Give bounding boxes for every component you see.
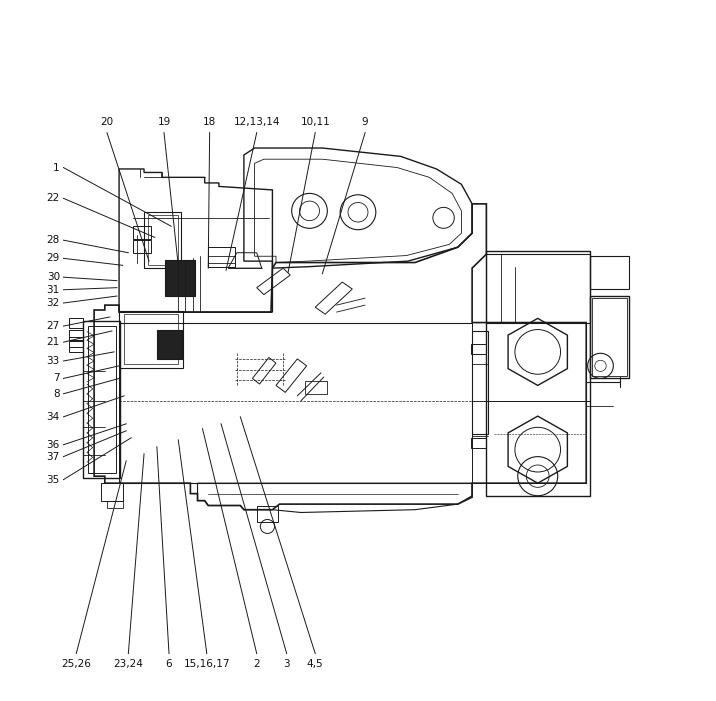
- Bar: [470, 343, 486, 354]
- Text: 18: 18: [203, 117, 216, 127]
- Text: 36: 36: [47, 440, 60, 450]
- Bar: [590, 256, 629, 289]
- Bar: [69, 329, 83, 340]
- Text: 32: 32: [47, 298, 60, 308]
- Text: 29: 29: [47, 253, 60, 264]
- Bar: [486, 252, 590, 496]
- Bar: [165, 260, 195, 296]
- Text: 22: 22: [47, 193, 60, 203]
- Text: 7: 7: [53, 374, 60, 383]
- Bar: [119, 311, 183, 368]
- Text: 28: 28: [47, 235, 60, 245]
- Text: 21: 21: [47, 337, 60, 347]
- Text: 6: 6: [165, 659, 173, 669]
- Text: 25,26: 25,26: [62, 659, 91, 669]
- Text: 31: 31: [47, 285, 60, 294]
- Bar: [147, 215, 178, 265]
- Text: 34: 34: [47, 411, 60, 422]
- Bar: [470, 438, 486, 448]
- Bar: [107, 501, 122, 508]
- Bar: [69, 318, 83, 328]
- Bar: [157, 329, 182, 359]
- Text: 15,16,17: 15,16,17: [183, 659, 230, 669]
- Text: 37: 37: [47, 451, 60, 462]
- Text: 19: 19: [158, 117, 170, 127]
- Bar: [590, 296, 629, 379]
- Text: 8: 8: [53, 389, 60, 399]
- Bar: [101, 483, 122, 501]
- Bar: [257, 505, 278, 522]
- Bar: [69, 341, 83, 352]
- Text: 9: 9: [362, 117, 369, 127]
- Text: 20: 20: [100, 117, 114, 127]
- Text: 2: 2: [253, 659, 260, 669]
- Text: 33: 33: [47, 356, 60, 366]
- Text: 23,24: 23,24: [113, 659, 143, 669]
- Bar: [486, 254, 590, 322]
- Bar: [124, 314, 178, 365]
- Text: 30: 30: [47, 272, 60, 283]
- Text: 12,13,14: 12,13,14: [233, 117, 280, 127]
- Bar: [83, 321, 120, 477]
- Text: 3: 3: [284, 659, 290, 669]
- Bar: [592, 298, 627, 376]
- Bar: [208, 247, 236, 266]
- Text: 1: 1: [53, 163, 60, 172]
- Bar: [133, 226, 151, 239]
- Text: 35: 35: [47, 475, 60, 484]
- Bar: [88, 326, 115, 472]
- Bar: [304, 381, 327, 394]
- Text: 10,11: 10,11: [300, 117, 330, 127]
- Bar: [472, 331, 488, 435]
- Bar: [133, 240, 151, 253]
- Text: 4,5: 4,5: [307, 659, 324, 669]
- Bar: [144, 212, 181, 268]
- Text: 27: 27: [47, 321, 60, 331]
